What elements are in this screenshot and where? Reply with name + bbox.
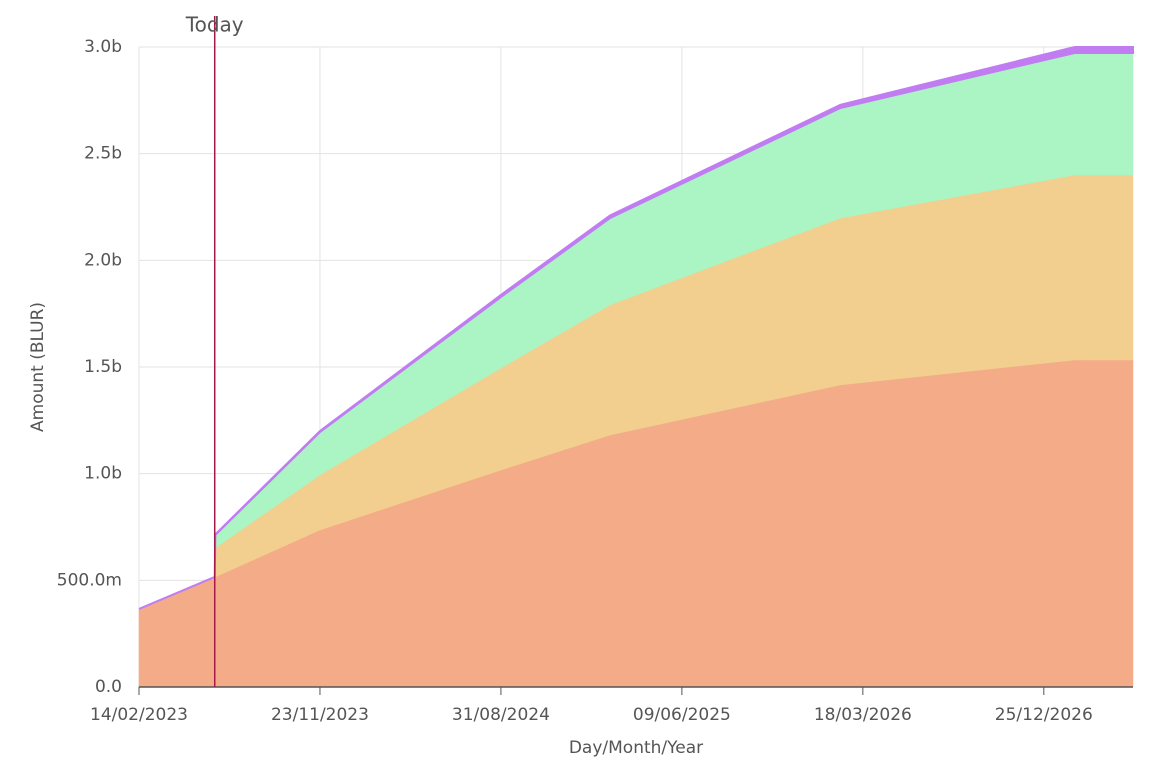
y-tick-label: 1.0b xyxy=(84,464,122,484)
y-tick-label: 3.0b xyxy=(84,37,122,57)
y-tick-label: 0.0 xyxy=(95,677,122,697)
x-tick-label: 09/06/2025 xyxy=(633,705,731,725)
x-tick-label: 31/08/2024 xyxy=(452,705,550,725)
y-tick-label: 2.0b xyxy=(84,250,122,270)
x-tick-label: 14/02/2023 xyxy=(90,705,188,725)
x-tick-label: 23/11/2023 xyxy=(271,705,369,725)
x-axis-label: Day/Month/Year xyxy=(569,738,703,758)
y-tick-label: 2.5b xyxy=(84,144,122,164)
y-tick-label: 500.0m xyxy=(57,570,122,590)
x-tick-label: 18/03/2026 xyxy=(814,705,912,725)
x-tick-label: 25/12/2026 xyxy=(995,705,1093,725)
y-tick-label: 1.5b xyxy=(84,357,122,377)
today-label: Today xyxy=(185,13,244,37)
area xyxy=(138,46,1134,610)
y-axis-label: Amount (BLUR) xyxy=(28,302,48,432)
